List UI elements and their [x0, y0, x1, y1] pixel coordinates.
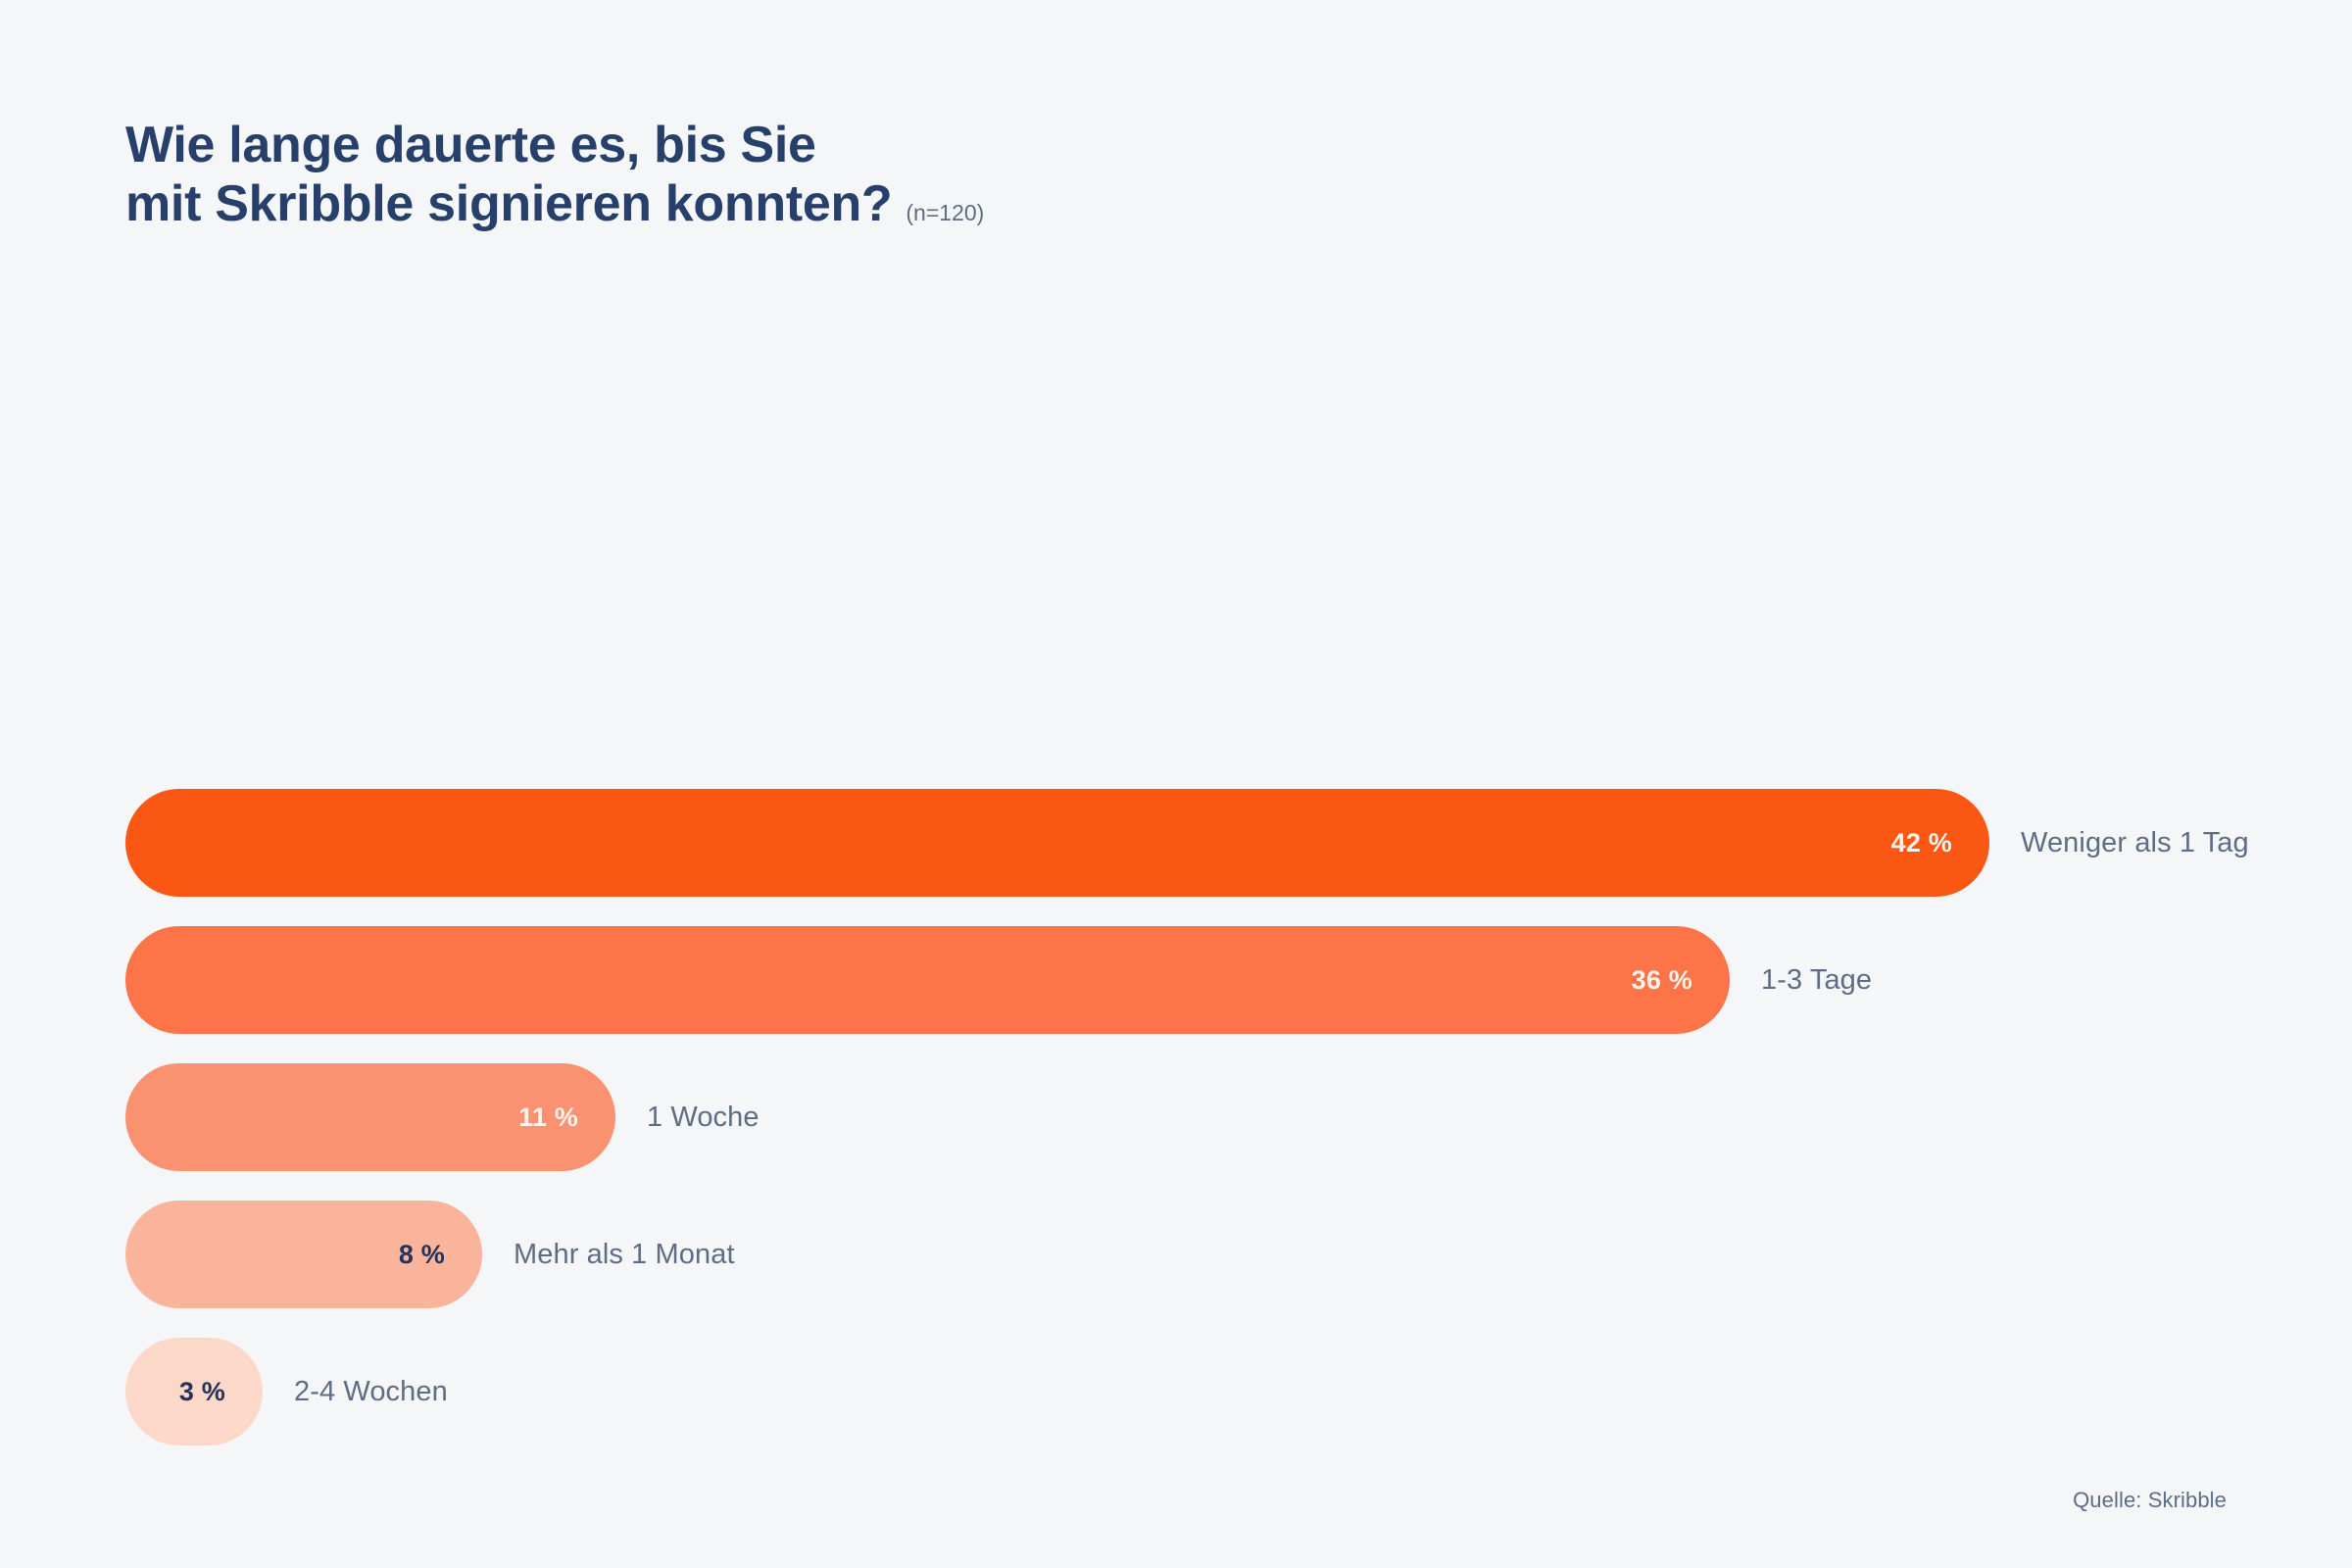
bar-row: 3 % 2-4 Wochen [125, 1338, 2232, 1446]
horizontal-bar-chart: 42 % Weniger als 1 Tag 36 % 1-3 Tage 11 % 1 W… [125, 789, 2249, 1475]
bar-value-label: 11 % [518, 1102, 578, 1132]
bar-row: 8 % Mehr als 1 Monat [125, 1200, 2232, 1308]
bar-1: 42 % [125, 789, 1989, 897]
bar-category-label: 2-4 Wochen [294, 1375, 448, 1407]
bar-category-label: 1-3 Tage [1761, 963, 1873, 996]
sample-size-label: (n=120) [906, 200, 985, 226]
bar-5: 3 % [125, 1338, 263, 1446]
chart-title-block: Wie lange dauerte es, bis Sie mit Skribb… [125, 116, 1791, 234]
bar-category-label: Mehr als 1 Monat [514, 1238, 735, 1270]
bar-value-label: 36 % [1631, 964, 1692, 995]
bar-row: 11 % 1 Woche [125, 1063, 2232, 1171]
page-title-line-2: mit Skribble signieren konnten? [125, 175, 893, 233]
bar-value-label: 42 % [1890, 827, 1952, 858]
page-title-line-1: Wie lange dauerte es, bis Sie [125, 117, 816, 173]
page-title-line-2-wrapper: mit Skribble signieren konnten? (n=120) [125, 174, 1791, 233]
bar-row: 42 % Weniger als 1 Tag [125, 789, 2249, 897]
bar-category-label: Weniger als 1 Tag [2021, 826, 2249, 858]
bar-value-label: 3 % [178, 1376, 225, 1406]
bar-category-label: 1 Woche [647, 1101, 760, 1133]
source-note: Quelle: Skribble [2073, 1488, 2227, 1512]
bar-value-label: 8 % [398, 1239, 445, 1269]
bar-3: 11 % [125, 1063, 615, 1171]
bar-2: 36 % [125, 926, 1730, 1034]
bar-4: 8 % [125, 1200, 482, 1308]
bar-row: 36 % 1-3 Tage [125, 926, 2232, 1034]
